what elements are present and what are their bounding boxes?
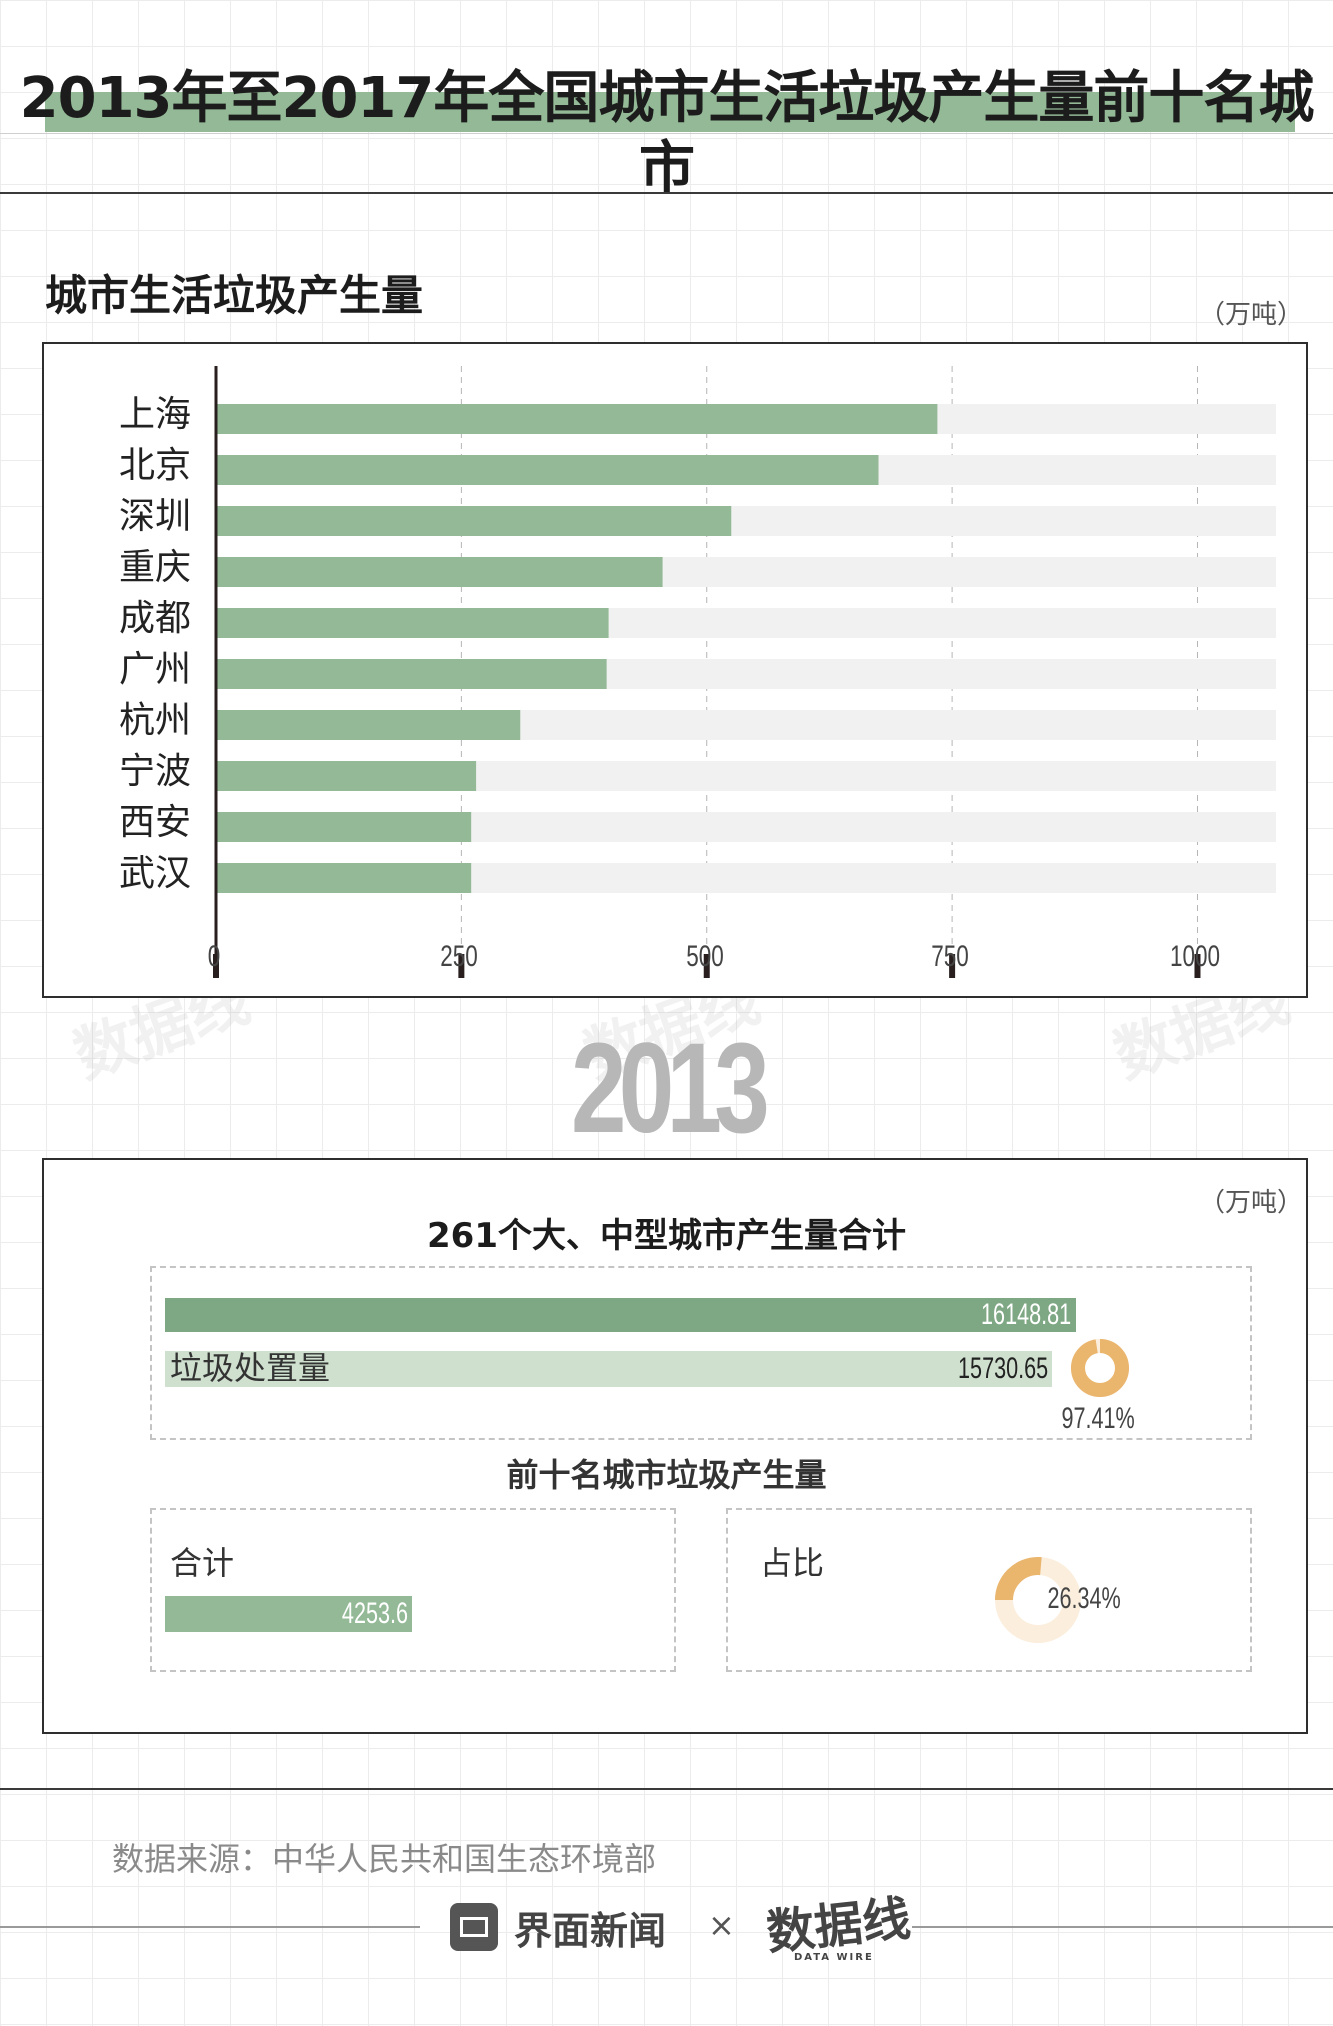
x-tick-label: 750 [931, 940, 969, 973]
brand-jiemian: 界面新闻 [514, 1909, 667, 1953]
bar-0 [216, 404, 938, 434]
top10-share-label: 占比 [760, 1544, 825, 1582]
top10-title: 前十名城市垃圾产生量 [506, 1456, 827, 1494]
top10-share-box [726, 1508, 1252, 1672]
summary-title: 261个大、中型城市产生量合计 [427, 1216, 906, 1256]
category-label: 成都 [118, 598, 191, 639]
disposal-label: 垃圾处置量 [170, 1349, 331, 1387]
x-tick-mark [949, 954, 956, 978]
share-donut-arc [995, 1557, 1081, 1643]
total-bar [165, 1298, 1076, 1332]
x-tick-mark [458, 954, 465, 978]
x-tick-mark [213, 954, 219, 978]
disposal-bar [165, 1351, 1052, 1387]
total-box [150, 1266, 1252, 1440]
top10-sum-value: 4253.6 [341, 1597, 408, 1630]
x-tick-label: 0 [207, 940, 221, 973]
top10-sum-bar [165, 1596, 412, 1632]
category-label: 北京 [118, 445, 191, 486]
unit-label: （万吨） [1198, 300, 1303, 330]
x-tick-label: 1000 [1170, 940, 1221, 973]
brand-datawire-sub: DATA WIRE [794, 1952, 874, 1963]
disposal-value: 15730.65 [957, 1352, 1048, 1385]
bar-chart [213, 366, 1276, 978]
bar-6 [216, 710, 521, 740]
category-label: 深圳 [118, 496, 191, 537]
brand-datawire-logo: 数据线 [763, 1890, 914, 1962]
x-tick-label: 500 [685, 940, 724, 973]
category-label: 杭州 [118, 700, 191, 741]
title-rule [0, 133, 1333, 134]
bar-2 [216, 506, 732, 536]
header-divider [0, 192, 1333, 194]
title-highlight [45, 92, 1295, 132]
summary-unit-label: （万吨） [1198, 1188, 1303, 1218]
share-donut [995, 1557, 1081, 1643]
category-label: 西安 [118, 802, 191, 843]
bar-chart-panel [42, 342, 1308, 998]
jiemian-logo-icon [450, 1903, 498, 1951]
footer-rule-left [0, 1926, 420, 1928]
year-label: 2013 [571, 1017, 770, 1160]
disposal-donut-arc [1071, 1339, 1129, 1397]
bar-5 [216, 659, 607, 689]
category-label: 重庆 [118, 547, 191, 588]
x-tick-label: 250 [440, 940, 479, 973]
footer-divider [0, 1788, 1333, 1790]
top10-share-pct: 26.34% [1047, 1582, 1121, 1615]
bar-3 [216, 557, 663, 587]
category-label: 广州 [118, 649, 191, 690]
top10-sum-label: 合计 [170, 1544, 235, 1582]
x-tick-mark [703, 954, 710, 978]
disposal-donut [1071, 1339, 1129, 1397]
bar-7 [216, 761, 477, 791]
total-value: 16148.81 [980, 1298, 1071, 1331]
footer-rule-right [912, 1926, 1333, 1928]
top10-sum-box [150, 1508, 676, 1672]
x-tick-mark [1194, 954, 1201, 978]
bar-1 [216, 455, 879, 485]
brand-times: × [708, 1906, 735, 1944]
chart-subtitle: 城市生活垃圾产生量 [45, 271, 424, 320]
source-note: 数据来源：中华人民共和国生态环境部 [112, 1840, 657, 1878]
category-label: 上海 [118, 394, 191, 435]
page-title: 2013年至2017年全国城市生活垃圾产生量前十名城市 [19, 66, 1315, 201]
category-label: 宁波 [118, 751, 191, 792]
bar-8 [216, 812, 472, 842]
bar-9 [216, 863, 472, 893]
disposal-pct: 97.41% [1061, 1402, 1135, 1435]
bar-4 [216, 608, 609, 638]
category-label: 武汉 [118, 853, 191, 894]
